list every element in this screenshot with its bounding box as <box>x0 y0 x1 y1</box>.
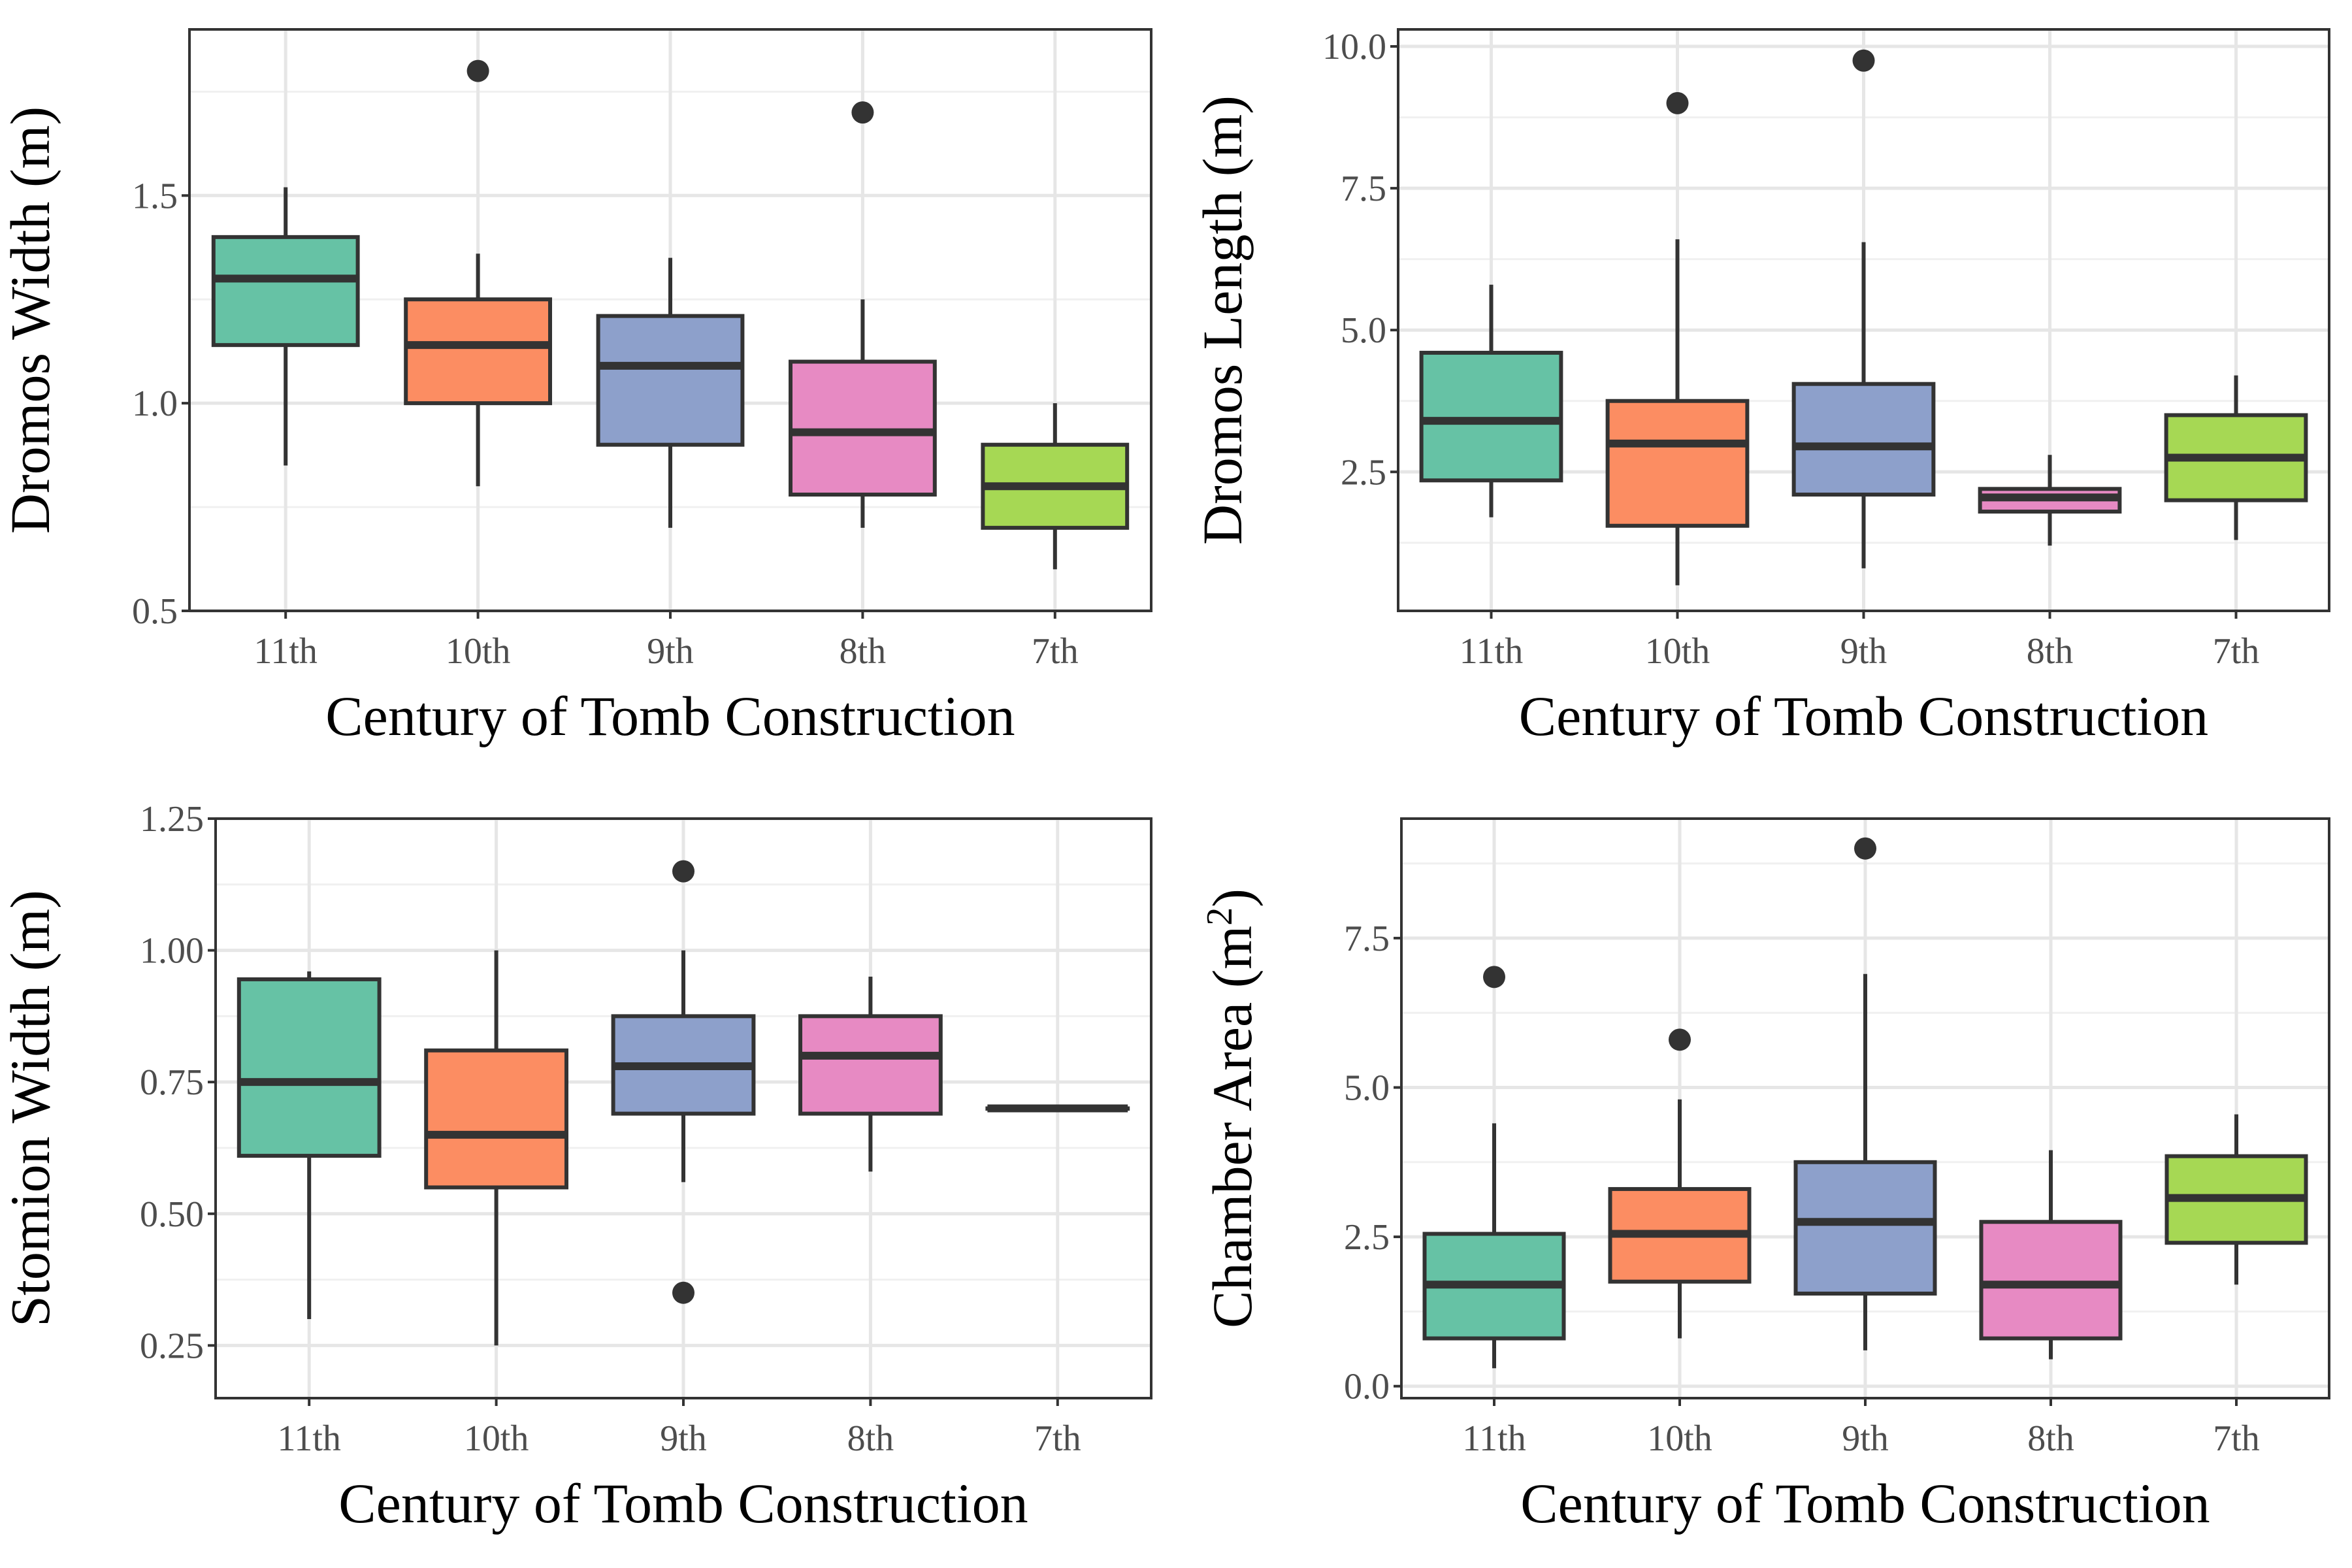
x-axis-title: Century of Tomb Construction <box>1520 1472 2210 1535</box>
box-8th <box>798 1014 943 1116</box>
y-tick-label: 7.5 <box>1341 169 1386 209</box>
x-tick-label: 8th <box>2027 1418 2074 1459</box>
x-tick-label: 9th <box>660 1418 707 1459</box>
chart-panel-1: 0.5 1.0 1.5 11th 10th 9th 8th 7th Century of Tom… <box>0 28 1152 747</box>
y-axis-title: Chamber Area (m2) <box>1200 889 1264 1328</box>
y-tick-label: 1.25 <box>140 799 204 840</box>
x-tick-label: 10th <box>1647 1418 1712 1459</box>
outlier-point <box>851 101 874 124</box>
outlier-point <box>466 59 489 82</box>
x-tick-label: 10th <box>1645 631 1710 672</box>
y-tick-label: 7.5 <box>1344 919 1390 959</box>
y-tick-label: 1.0 <box>132 384 178 424</box>
box-9th <box>596 314 745 447</box>
y-tick-label: 0.5 <box>132 591 178 632</box>
y-tick-label: 0.0 <box>1344 1367 1390 1407</box>
x-axis-title: Century of Tomb Construction <box>338 1472 1028 1535</box>
x-tick-label: 11th <box>253 631 317 672</box>
y-tick-label: 2.5 <box>1341 452 1386 493</box>
x-tick-label: 10th <box>464 1418 529 1459</box>
box-10th <box>1605 399 1750 528</box>
box-11th <box>211 235 360 348</box>
y-tick-label: 1.5 <box>132 176 178 216</box>
x-tick-label: 9th <box>1840 631 1887 672</box>
x-axis-title: Century of Tomb Construction <box>325 685 1015 747</box>
y-tick-label: 0.25 <box>140 1326 204 1366</box>
box-11th <box>1419 350 1563 483</box>
x-tick-label: 11th <box>1460 631 1523 672</box>
y-tick-label: 5.0 <box>1344 1068 1390 1108</box>
x-axis-title: Century of Tomb Construction <box>1519 685 2208 747</box>
y-tick-label: 1.00 <box>140 931 204 972</box>
x-tick-label: 11th <box>1462 1418 1526 1459</box>
y-tick-label: 2.5 <box>1344 1217 1390 1258</box>
x-tick-label: 7th <box>1032 631 1079 672</box>
x-tick-label: 8th <box>2027 631 2074 672</box>
box-8th <box>1979 1220 2123 1341</box>
y-axis-title: Stomion Width (m) <box>0 890 61 1327</box>
y-tick-label: 5.0 <box>1341 310 1386 351</box>
outlier-point <box>672 1281 694 1304</box>
box-9th <box>1793 1160 1937 1296</box>
y-axis-title: Dromos Length (m) <box>1191 95 1254 545</box>
x-tick-label: 8th <box>840 631 887 672</box>
y-tick-label: 0.75 <box>140 1062 204 1103</box>
x-tick-label: 7th <box>2213 631 2260 672</box>
outlier-point <box>1854 837 1876 860</box>
y-tick-label: 10.0 <box>1322 27 1386 67</box>
y-tick-label: 0.50 <box>140 1194 204 1235</box>
x-tick-label: 7th <box>2213 1418 2260 1459</box>
x-tick-label: 8th <box>847 1418 894 1459</box>
y-axis-title: Dromos Width (m) <box>0 106 61 534</box>
box-9th <box>1791 382 1936 497</box>
x-tick-label: 9th <box>1842 1418 1889 1459</box>
x-tick-label: 7th <box>1034 1418 1081 1459</box>
outlier-point <box>1669 1028 1691 1051</box>
x-tick-label: 10th <box>446 631 511 672</box>
box-8th <box>789 359 937 497</box>
x-tick-label: 9th <box>647 631 694 672</box>
box-10th <box>424 1048 569 1190</box>
outlier-point <box>1666 91 1689 114</box>
x-tick-label: 11th <box>277 1418 340 1459</box>
outlier-point <box>1852 49 1875 72</box>
outlier-point <box>672 860 694 883</box>
outlier-point <box>1483 966 1505 988</box>
chart-panel-3: 0.25 0.50 0.75 1.00 1.25 11th 10th 9th 8th 7thCen… <box>0 799 1152 1535</box>
box-11th <box>237 977 382 1158</box>
box-10th <box>404 297 553 406</box>
